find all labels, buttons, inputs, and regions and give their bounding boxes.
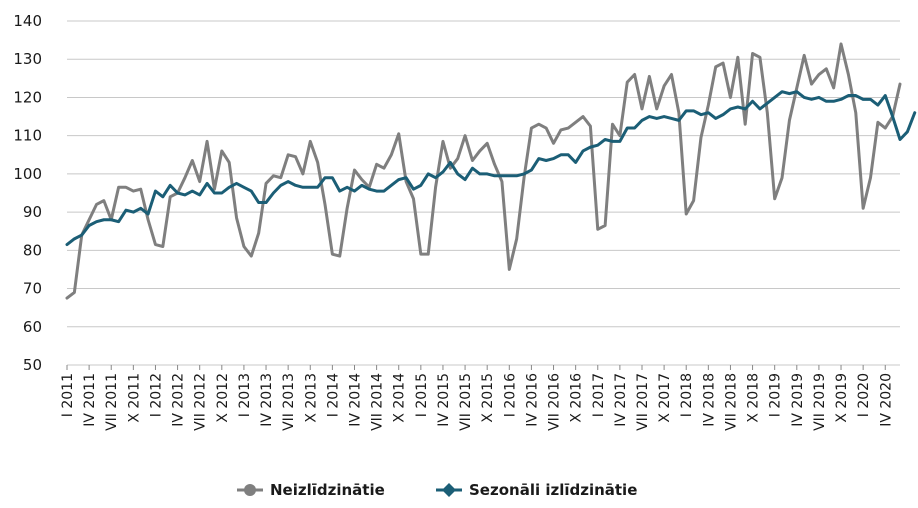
x-tick-label: IV 2012 [171, 373, 187, 427]
x-tick-label: I 2016 [502, 373, 518, 417]
y-tick-label: 90 [23, 203, 42, 221]
y-tick-label: 60 [23, 318, 42, 336]
x-tick-label: VII 2018 [723, 373, 739, 431]
y-tick-label: 80 [23, 241, 42, 259]
legend-marker-sezonali-izlidzinatie [442, 483, 456, 497]
x-tick-label: I 2011 [60, 373, 76, 417]
x-tick-label: VII 2019 [812, 373, 828, 431]
y-tick-label: 70 [23, 280, 42, 298]
x-tick-label: IV 2015 [436, 373, 452, 427]
legend: Neizlīdzinātie Sezonāli izlīdzinātie [237, 481, 637, 499]
x-tick-label: IV 2018 [701, 373, 717, 427]
series-layer [65, 42, 917, 300]
x-tick-label: X 2017 [657, 373, 673, 423]
x-tick-label: X 2019 [834, 373, 850, 423]
x-tick-label: VII 2012 [193, 373, 209, 431]
y-tick-label: 130 [13, 50, 42, 68]
series-line-sezonali-izlidzinatie [65, 90, 917, 247]
x-tick-label: X 2011 [126, 373, 142, 423]
x-tick-label: VII 2016 [547, 373, 563, 431]
x-tick-label: I 2018 [679, 373, 695, 417]
x-tick-label: VII 2015 [458, 373, 474, 431]
x-tick-label: VII 2011 [104, 373, 120, 431]
x-tick-label: X 2015 [480, 373, 496, 423]
x-tick-label: VII 2014 [370, 373, 386, 431]
x-tick-label: IV 2019 [790, 373, 806, 427]
y-tick-label: 110 [13, 127, 42, 145]
legend-label-neizlidzinatie: Neizlīdzinātie [270, 481, 385, 499]
legend-marker-neizlidzinatie [244, 484, 256, 496]
y-tick-label: 140 [13, 12, 42, 30]
x-tick-label: IV 2011 [82, 373, 98, 427]
x-tick-label: X 2013 [303, 373, 319, 423]
x-tick-label: VII 2013 [281, 373, 297, 431]
y-axis: 50 60 70 80 90 100 110 120 130 140 [13, 12, 42, 374]
x-tick-label: X 2012 [215, 373, 231, 423]
x-tick-label: I 2017 [591, 373, 607, 417]
x-tick-label: IV 2014 [347, 373, 363, 427]
y-tick-label: 100 [13, 165, 42, 183]
x-tick-label: I 2013 [237, 373, 253, 417]
series-line-neizlidzinatie [65, 42, 902, 300]
x-tick-label: I 2019 [768, 373, 784, 417]
x-tick-label: I 2012 [148, 373, 164, 417]
x-axis: I 2011 IV 2011 VII 2011 X 2011 I 2012 IV 2012… [60, 365, 894, 431]
x-tick-label: IV 2020 [878, 373, 894, 427]
y-tick-label: 50 [23, 356, 42, 374]
y-tick-label: 120 [13, 88, 42, 106]
x-tick-label: I 2015 [414, 373, 430, 417]
x-tick-label: X 2018 [746, 373, 762, 423]
x-tick-label: IV 2013 [259, 373, 275, 427]
x-tick-label: IV 2017 [613, 373, 629, 427]
x-tick-label: I 2014 [325, 373, 341, 417]
x-tick-label: IV 2016 [524, 373, 540, 427]
x-tick-label: VII 2017 [635, 373, 651, 431]
x-tick-label: X 2016 [569, 373, 585, 423]
x-tick-label: X 2014 [392, 373, 408, 423]
x-tick-label: I 2020 [856, 373, 872, 417]
legend-label-sezonali-izlidzinatie: Sezonāli izlīdzinātie [469, 481, 637, 499]
